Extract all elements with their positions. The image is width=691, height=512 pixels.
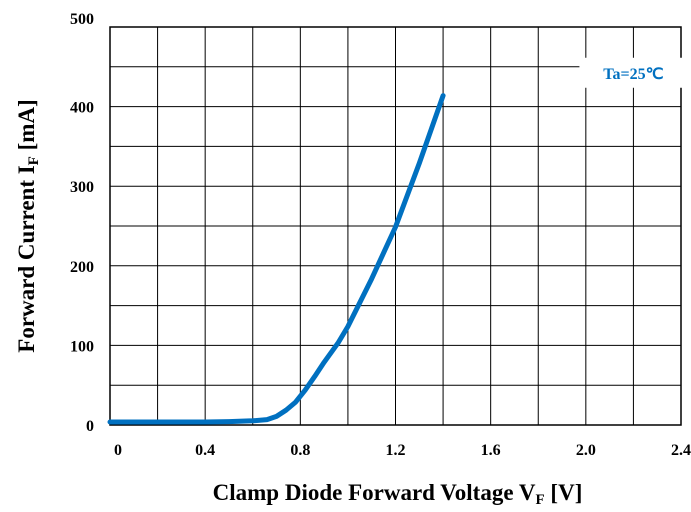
x-axis-title: Clamp Diode Forward Voltage VF [V] <box>213 480 583 508</box>
y-axis-title-subscript: F <box>26 156 42 165</box>
y-tick-label: 200 <box>70 259 94 276</box>
y-axis-title: Forward Current IF [mA] <box>14 99 42 352</box>
grid <box>110 27 681 425</box>
y-tick-label: 0 <box>86 418 94 435</box>
y-tick-label: 500 <box>70 11 94 28</box>
temperature-annotation: Ta=25℃ <box>603 66 663 83</box>
y-tick-labels: 0 100 200 300 400 500 <box>70 11 94 435</box>
x-tick-labels: 0 0.4 0.8 1.2 1.6 2.0 2.4 <box>114 442 691 459</box>
x-tick-label: 1.6 <box>481 442 501 459</box>
x-axis-title-subscript: F <box>536 492 545 508</box>
plot-frame <box>109 26 682 426</box>
x-tick-label: 0.4 <box>195 442 215 459</box>
x-tick-label: 1.2 <box>386 442 406 459</box>
y-tick-label: 100 <box>70 338 94 355</box>
x-tick-label: 2.0 <box>576 442 596 459</box>
y-tick-label: 300 <box>70 179 94 196</box>
x-axis-title-main: Clamp Diode Forward Voltage V <box>213 480 536 505</box>
x-tick-label: 2.4 <box>671 442 691 459</box>
y-axis-title-unit: [mA] <box>14 99 39 156</box>
y-axis-title-main: Forward Current I <box>14 165 39 352</box>
forward-current-curve <box>107 93 446 425</box>
x-tick-label: 0.8 <box>290 442 310 459</box>
x-axis-title-unit: [V] <box>545 480 583 505</box>
x-tick-label: 0 <box>114 442 122 459</box>
annotation-background <box>579 57 688 88</box>
y-tick-label: 400 <box>70 100 94 117</box>
